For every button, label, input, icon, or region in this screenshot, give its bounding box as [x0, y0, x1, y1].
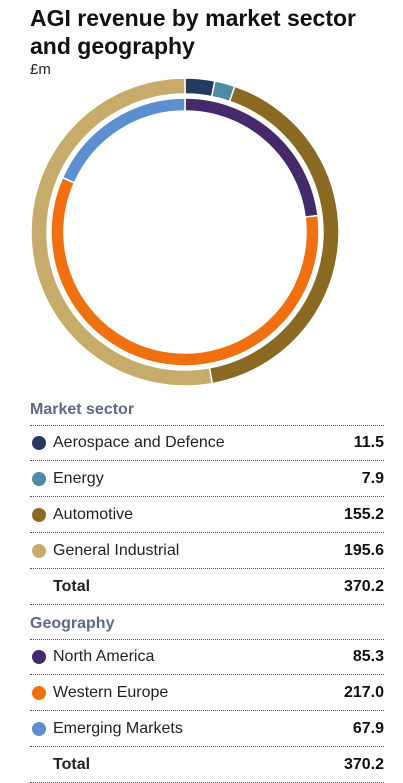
legend-swatch — [32, 436, 46, 450]
donut-chart — [30, 77, 340, 387]
unit-label: £m — [30, 61, 51, 78]
geography-table: North America 85.3 Western Europe 217.0 Emer… — [30, 639, 384, 783]
geography-value: 217.0 — [343, 683, 384, 701]
legend-swatch — [32, 685, 46, 700]
market-sector-row: General Industrial 195.6 — [30, 533, 384, 569]
geography-label: Western Europe — [53, 683, 169, 701]
geography-label: North America — [53, 648, 155, 665]
market-sector-row: Automotive 155.2 — [30, 497, 384, 533]
market-sector-label: Automotive — [53, 505, 134, 523]
geography-total-row: Total 370.2 — [30, 747, 384, 783]
geography-label: Emerging Markets — [53, 719, 183, 737]
market-sector-value: 7.9 — [361, 469, 384, 487]
legend-swatch — [32, 471, 46, 486]
legend-swatch — [32, 721, 46, 736]
legend-swatch — [32, 507, 46, 522]
market-sector-heading: Market sector — [30, 401, 135, 418]
market-sector-value: 195.6 — [343, 541, 384, 559]
total-value: 370.2 — [343, 577, 384, 595]
geography-slice — [184, 97, 319, 218]
chart-title: AGI revenue by market sector and geograp… — [30, 5, 356, 59]
market-sector-row: Energy 7.9 — [30, 461, 384, 497]
legend-swatch — [32, 650, 46, 664]
geography-row: Emerging Markets 67.9 — [30, 711, 384, 747]
total-value: 370.2 — [343, 755, 384, 773]
total-label: Total — [53, 577, 91, 595]
market-sector-label: General Industrial — [53, 541, 180, 559]
market-sector-value: 155.2 — [343, 505, 384, 523]
geography-heading: Geography — [30, 615, 115, 632]
geography-row: Western Europe 217.0 — [30, 675, 384, 711]
market-sector-table: Aerospace and Defence 11.5 Energy 7.9 Automo… — [30, 425, 384, 605]
market-sector-label: Energy — [53, 469, 104, 487]
market-sector-slice — [184, 77, 216, 98]
market-sector-row: Aerospace and Defence 11.5 — [30, 425, 384, 461]
market-sector-label: Aerospace and Defence — [53, 434, 225, 451]
legend-swatch — [32, 543, 46, 558]
geography-slice — [61, 97, 186, 184]
market-sector-value: 11.5 — [353, 434, 384, 451]
market-sector-total-row: Total 370.2 — [30, 569, 384, 605]
geography-value: 85.3 — [352, 648, 384, 665]
geography-value: 67.9 — [352, 719, 384, 737]
total-label: Total — [53, 755, 91, 773]
geography-row: North America 85.3 — [30, 639, 384, 675]
market-sector-slice — [30, 77, 214, 387]
